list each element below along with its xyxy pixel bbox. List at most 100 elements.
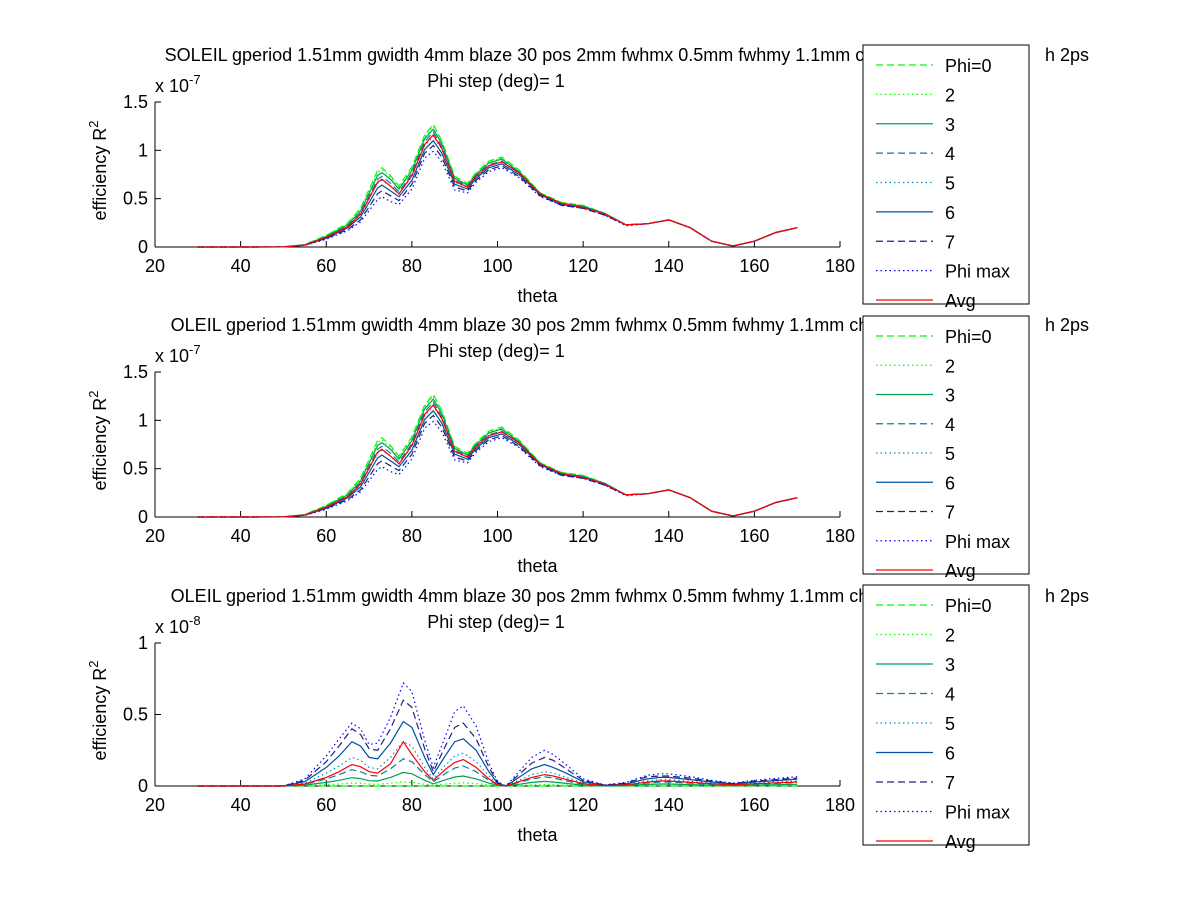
- chart-subtitle: Phi step (deg)= 1: [427, 341, 565, 361]
- x-axis-label: theta: [517, 556, 558, 576]
- chart-subtitle: Phi step (deg)= 1: [427, 612, 565, 632]
- legend-label: 2: [945, 626, 955, 646]
- legend-label: Phi max: [945, 532, 1010, 552]
- y-exponent-label: x 10-8: [155, 613, 201, 637]
- x-tick-label: 80: [402, 526, 422, 546]
- x-tick-label: 20: [145, 795, 165, 815]
- y-tick-label: 1: [138, 140, 148, 160]
- chart-title: SOLEIL gperiod 1.51mm gwidth 4mm blaze 3…: [165, 45, 926, 65]
- legend-label: 7: [945, 232, 955, 252]
- legend-label: 5: [945, 444, 955, 464]
- x-tick-label: 160: [739, 256, 769, 276]
- x-tick-label: 80: [402, 795, 422, 815]
- legend-label: 4: [945, 685, 955, 705]
- y-axis-label: efficiency R2: [86, 661, 110, 761]
- series-line-9: [197, 740, 798, 787]
- y-tick-label: 0.5: [123, 189, 148, 209]
- x-tick-label: 100: [482, 526, 512, 546]
- x-tick-label: 40: [231, 795, 251, 815]
- series-line-3: [197, 771, 798, 787]
- x-tick-label: 100: [482, 256, 512, 276]
- legend-label: 2: [945, 85, 955, 105]
- series-line-5: [197, 740, 798, 787]
- legend-label: 6: [945, 744, 955, 764]
- x-tick-label: 60: [316, 256, 336, 276]
- x-tick-label: 20: [145, 256, 165, 276]
- y-tick-label: 1: [138, 410, 148, 430]
- x-tick-label: 180: [825, 256, 855, 276]
- legend: Phi=0 2 3 4 5 6 7 Phi max Avg: [862, 315, 1030, 581]
- y-tick-label: 0: [138, 237, 148, 257]
- chart-title: OLEIL gperiod 1.51mm gwidth 4mm blaze 30…: [171, 315, 920, 335]
- chart-title-tail: h 2ps: [1045, 586, 1089, 606]
- legend-label: Phi max: [945, 262, 1010, 282]
- legend-label: 3: [945, 655, 955, 675]
- x-tick-label: 180: [825, 795, 855, 815]
- x-tick-label: 100: [482, 795, 512, 815]
- legend-label: 4: [945, 144, 955, 164]
- chart-title: OLEIL gperiod 1.51mm gwidth 4mm blaze 30…: [171, 586, 920, 606]
- series-line-8: [197, 681, 798, 787]
- x-axis-label: theta: [517, 825, 558, 845]
- x-tick-label: 180: [825, 526, 855, 546]
- legend-label: 3: [945, 386, 955, 406]
- x-tick-label: 60: [316, 795, 336, 815]
- y-tick-label: 1.5: [123, 362, 148, 382]
- y-tick-label: 0: [138, 776, 148, 796]
- x-tick-label: 140: [654, 526, 684, 546]
- legend-label: 5: [945, 174, 955, 194]
- x-tick-label: 20: [145, 526, 165, 546]
- x-tick-label: 160: [739, 526, 769, 546]
- y-axis-label: efficiency R2: [86, 391, 110, 491]
- x-tick-label: 120: [568, 256, 598, 276]
- x-tick-label: 160: [739, 795, 769, 815]
- plot-3: 20 40 60 80 100 120 140 160 180 0 0.5 1 x 10-8 theta e…: [86, 584, 1089, 852]
- series-line-4: [197, 758, 798, 787]
- y-tick-label: 1: [138, 633, 148, 653]
- legend: Phi=0 2 3 4 5 6 7 Phi max Avg: [862, 44, 1030, 311]
- legend-label: Phi max: [945, 803, 1010, 823]
- legend-label: Avg: [945, 561, 976, 581]
- legend-label: 4: [945, 415, 955, 435]
- legend-label: 5: [945, 714, 955, 734]
- legend-box: [862, 584, 1030, 846]
- y-tick-label: 0.5: [123, 459, 148, 479]
- y-tick-label: 1.5: [123, 92, 148, 112]
- x-tick-label: 120: [568, 526, 598, 546]
- series-line-2: [197, 781, 798, 787]
- legend-label: Phi=0: [945, 327, 992, 347]
- x-tick-label: 40: [231, 526, 251, 546]
- series-line-7: [197, 699, 798, 787]
- legend-label: 6: [945, 473, 955, 493]
- legend: Phi=0 2 3 4 5 6 7 Phi max Avg: [862, 584, 1030, 852]
- legend-label: 7: [945, 773, 955, 793]
- legend-label: 3: [945, 115, 955, 135]
- x-tick-label: 120: [568, 795, 598, 815]
- y-tick-label: 0: [138, 507, 148, 527]
- legend-label: Phi=0: [945, 596, 992, 616]
- legend-label: 7: [945, 503, 955, 523]
- chart-title-tail: h 2ps: [1045, 315, 1089, 335]
- x-tick-label: 40: [231, 256, 251, 276]
- x-tick-label: 140: [654, 256, 684, 276]
- y-tick-label: 0.5: [123, 705, 148, 725]
- chart-title-tail: h 2ps: [1045, 45, 1089, 65]
- series-line-9: [197, 133, 798, 248]
- legend-label: Phi=0: [945, 56, 992, 76]
- x-tick-label: 80: [402, 256, 422, 276]
- series-line-9: [197, 403, 798, 518]
- legend-label: 6: [945, 203, 955, 223]
- series-line-6: [197, 720, 798, 787]
- x-tick-label: 60: [316, 526, 336, 546]
- x-tick-label: 140: [654, 795, 684, 815]
- legend-label: Avg: [945, 291, 976, 311]
- legend-box: [862, 315, 1030, 575]
- chart-subtitle: Phi step (deg)= 1: [427, 71, 565, 91]
- legend-box: [862, 44, 1030, 305]
- x-axis-label: theta: [517, 286, 558, 306]
- y-axis-label: efficiency R2: [86, 121, 110, 221]
